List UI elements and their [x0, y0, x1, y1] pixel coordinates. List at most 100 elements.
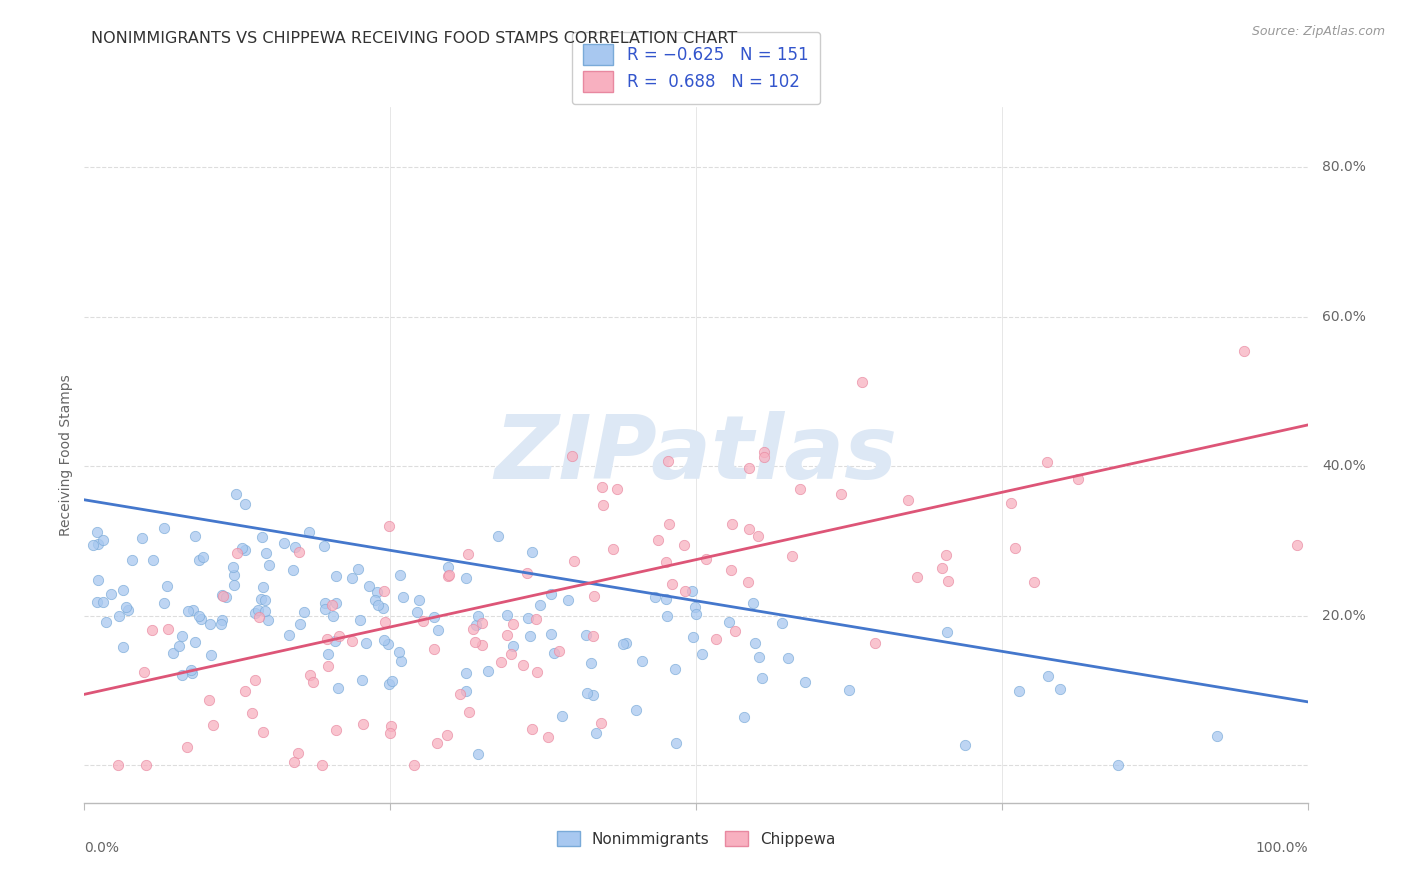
Point	[738, 461, 761, 475]
Point	[381, 673, 404, 688]
Point	[112, 640, 135, 655]
Point	[388, 567, 411, 582]
Point	[180, 663, 202, 677]
Point	[471, 615, 494, 630]
Point	[449, 687, 471, 701]
Point	[454, 571, 477, 585]
Point	[314, 602, 336, 616]
Point	[233, 497, 256, 511]
Point	[181, 603, 204, 617]
Point	[673, 537, 696, 551]
Point	[464, 617, 486, 632]
Point	[302, 675, 325, 690]
Point	[1049, 682, 1071, 697]
Point	[250, 531, 273, 545]
Point	[543, 646, 565, 660]
Point	[357, 579, 380, 593]
Point	[131, 532, 153, 546]
Point	[612, 637, 634, 651]
Point	[187, 608, 209, 623]
Point	[364, 593, 387, 607]
Point	[537, 730, 560, 744]
Point	[198, 617, 221, 632]
Point	[1004, 541, 1026, 555]
Point	[257, 558, 280, 573]
Point	[201, 717, 224, 731]
Point	[250, 591, 273, 606]
Point	[392, 591, 415, 605]
Point	[661, 576, 683, 591]
Point	[742, 596, 765, 610]
Point	[583, 589, 606, 603]
Point	[776, 651, 799, 665]
Point	[664, 736, 686, 750]
Point	[517, 611, 540, 625]
Point	[1205, 729, 1227, 743]
Point	[789, 482, 811, 496]
Point	[582, 629, 605, 643]
Point	[436, 728, 458, 742]
Point	[721, 517, 744, 532]
Point	[454, 684, 477, 698]
Point	[863, 636, 886, 650]
Point	[630, 654, 652, 668]
Point	[614, 636, 637, 650]
Point	[681, 584, 703, 599]
Text: 80.0%: 80.0%	[1322, 160, 1367, 174]
Point	[501, 648, 523, 662]
Point	[720, 563, 742, 577]
Point	[141, 623, 163, 637]
Point	[456, 665, 478, 680]
Point	[695, 552, 717, 566]
Point	[1107, 758, 1129, 772]
Point	[373, 583, 395, 598]
Point	[526, 665, 548, 679]
Point	[780, 549, 803, 564]
Point	[1285, 537, 1308, 551]
Text: 100.0%: 100.0%	[1256, 841, 1308, 855]
Point	[352, 717, 374, 731]
Point	[931, 561, 953, 575]
Text: 0.0%: 0.0%	[84, 841, 120, 855]
Point	[657, 454, 679, 468]
Text: 40.0%: 40.0%	[1322, 459, 1367, 473]
Point	[717, 615, 740, 629]
Point	[87, 573, 110, 587]
Point	[283, 563, 305, 577]
Point	[540, 586, 562, 600]
Point	[254, 593, 277, 607]
Point	[458, 706, 481, 720]
Point	[685, 607, 707, 622]
Point	[107, 758, 129, 772]
Point	[574, 628, 596, 642]
Point	[209, 617, 232, 632]
Point	[953, 738, 976, 752]
Point	[288, 617, 311, 632]
Point	[288, 545, 311, 559]
Point	[190, 612, 212, 626]
Point	[664, 662, 686, 676]
Point	[437, 568, 460, 582]
Point	[252, 724, 274, 739]
Point	[582, 689, 605, 703]
Point	[436, 560, 458, 574]
Point	[724, 624, 747, 638]
Point	[323, 633, 346, 648]
Point	[170, 629, 193, 643]
Point	[747, 528, 769, 542]
Point	[298, 525, 321, 540]
Point	[520, 544, 543, 558]
Point	[897, 492, 920, 507]
Point	[502, 616, 524, 631]
Point	[243, 673, 266, 688]
Point	[86, 536, 108, 550]
Text: 60.0%: 60.0%	[1322, 310, 1367, 324]
Point	[86, 524, 108, 539]
Point	[496, 607, 519, 622]
Point	[838, 682, 860, 697]
Point	[283, 756, 305, 770]
Point	[422, 641, 444, 656]
Point	[471, 638, 494, 652]
Point	[316, 658, 339, 673]
Point	[644, 590, 666, 604]
